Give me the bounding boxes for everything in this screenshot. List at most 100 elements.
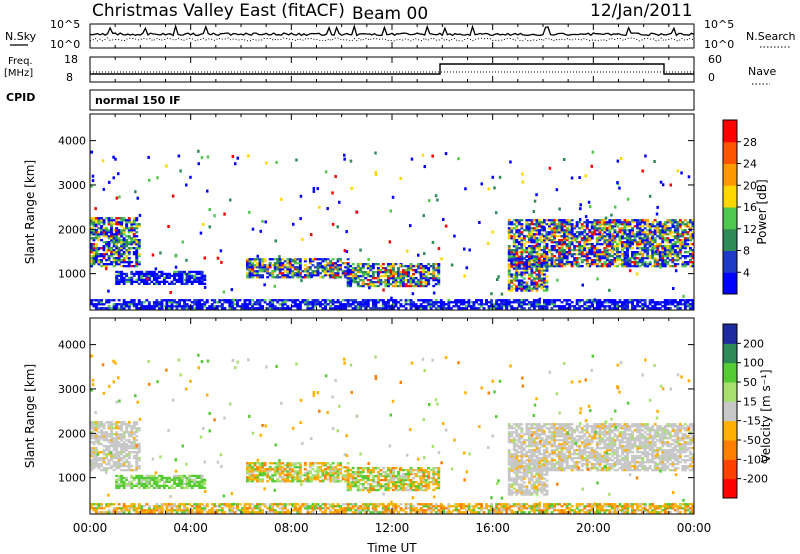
echo-cell (661, 253, 665, 256)
echo-cell (319, 301, 322, 304)
echo-cell (427, 303, 431, 306)
echo-cell (145, 274, 149, 277)
echo-cell (525, 241, 529, 244)
echo-cell (387, 487, 390, 490)
echo-cell (147, 480, 151, 483)
echo-cell (402, 487, 405, 490)
echo-cell (105, 217, 108, 220)
echo-cell (598, 249, 602, 252)
echo-cell (158, 478, 161, 481)
echo-cell (605, 305, 609, 308)
echo-cell (155, 482, 159, 485)
echo-cell (286, 299, 290, 302)
echo-cell (394, 299, 398, 302)
echo-cell (366, 273, 370, 276)
echo-cell (575, 225, 579, 228)
echo-cell (668, 307, 672, 310)
echo-cell (95, 463, 98, 466)
echo-cell (102, 257, 106, 260)
echo-cell (253, 260, 257, 263)
echo-cell (163, 486, 166, 489)
echo-cell (95, 457, 98, 460)
echo-cell (613, 241, 617, 244)
echo-cell (135, 303, 139, 306)
echo-cell (641, 231, 645, 234)
echo-cell (651, 255, 655, 258)
echo-cell (283, 276, 287, 279)
echo-cell (130, 221, 134, 224)
echo-cell (522, 237, 526, 240)
colorbar-swatch (723, 207, 737, 230)
echo-cell (132, 301, 136, 304)
echo-cell (560, 231, 564, 234)
echo-cell (522, 269, 526, 272)
echo-cell (346, 481, 350, 484)
echo-cell (90, 255, 93, 258)
echo-cell (570, 263, 574, 266)
echo-cell (137, 303, 141, 306)
echo-cell (135, 423, 139, 426)
echo-cell (339, 303, 342, 306)
echo-cell (132, 455, 136, 458)
echo-cell (621, 249, 624, 252)
colorbar-tick-label: 28 (743, 136, 757, 149)
echo-cell (137, 474, 141, 478)
echo-cell (525, 285, 529, 288)
echo-cell (379, 485, 383, 488)
echo-cell (414, 475, 418, 478)
echo-cell (316, 462, 320, 465)
scatter-point (107, 289, 110, 293)
echo-cell (550, 239, 554, 242)
echo-cell (392, 475, 395, 478)
echo-cell (394, 281, 398, 284)
scatter-point (625, 252, 628, 256)
echo-cell (648, 225, 652, 228)
echo-cell (540, 307, 544, 310)
echo-cell (173, 474, 176, 478)
beam-label: Beam 00 (352, 4, 428, 24)
echo-cell (626, 261, 629, 264)
echo-cell (424, 275, 428, 278)
echo-cell (95, 305, 98, 308)
colorbar-tick-label: 16 (743, 201, 757, 214)
echo-cell (291, 272, 295, 275)
echo-cell (278, 262, 282, 265)
echo-cell (575, 259, 579, 262)
echo-cell (105, 231, 108, 234)
echo-cell (381, 475, 385, 478)
echo-cell (613, 225, 617, 228)
echo-cell (422, 477, 426, 480)
echo-cell (210, 307, 214, 310)
echo-cell (376, 273, 380, 276)
echo-cell (188, 278, 192, 281)
echo-cell (349, 277, 353, 280)
echo-cell (560, 241, 564, 244)
echo-cell (598, 219, 602, 222)
echo-cell (321, 307, 325, 310)
echo-cell (583, 253, 587, 256)
echo-cell (117, 482, 121, 485)
echo-cell (276, 268, 280, 271)
echo-cell (668, 299, 672, 302)
echo-cell (573, 225, 577, 228)
echo-cell (626, 299, 629, 302)
echo-cell (122, 447, 126, 450)
echo-cell (122, 449, 126, 452)
echo-cell (522, 249, 526, 252)
echo-cell (125, 431, 129, 434)
echo-cell (593, 233, 597, 236)
echo-cell (643, 299, 647, 302)
echo-cell (641, 303, 645, 306)
echo-cell (545, 301, 549, 304)
echo-cell (376, 269, 380, 272)
echo-cell (553, 255, 556, 258)
echo-cell (115, 235, 119, 238)
echo-cell (515, 249, 519, 252)
echo-cell (130, 247, 134, 250)
echo-cell (351, 281, 355, 284)
echo-cell (419, 279, 423, 282)
echo-cell (565, 243, 569, 246)
echo-cell (427, 467, 431, 470)
echo-cell (137, 278, 141, 281)
echo-cell (334, 268, 337, 271)
